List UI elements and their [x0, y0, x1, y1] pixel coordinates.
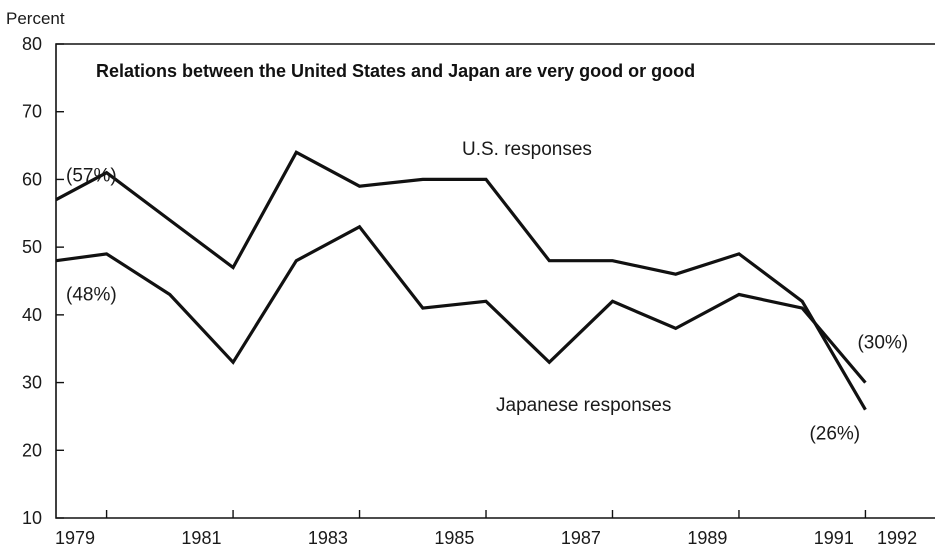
y-tick-label: 50	[22, 237, 42, 257]
series-line-us	[55, 150, 867, 411]
y-tick-label: 70	[22, 102, 42, 122]
value-annotation: (48%)	[66, 285, 117, 306]
chart-title: Relations between the United States and …	[96, 61, 695, 81]
axes	[55, 43, 935, 519]
series-label-us: U.S. responses	[462, 139, 592, 160]
x-tick-label: 1987	[561, 528, 601, 548]
y-axis-unit-label: Percent	[6, 9, 65, 28]
y-axis-ticks: 10 20 30 40 50 60 70 80	[22, 34, 64, 528]
value-annotation: (26%)	[809, 424, 860, 445]
x-tick-label: 1979	[55, 528, 95, 548]
x-tick-label: 1985	[434, 528, 474, 548]
y-tick-label: 10	[22, 508, 42, 528]
series-line-japanese	[55, 224, 867, 384]
y-tick-label: 40	[22, 305, 42, 325]
x-axis-ticks: 1979 1981 1983 1985 1987 1989 1991 1992	[55, 510, 917, 548]
value-annotation: (57%)	[66, 166, 117, 187]
x-tick-label: 1983	[308, 528, 348, 548]
plot-frame	[55, 43, 935, 519]
y-tick-label: 60	[22, 169, 42, 189]
y-tick-label: 30	[22, 373, 42, 393]
series-label-japanese: Japanese responses	[496, 395, 671, 416]
x-tick-label: 1992	[877, 528, 917, 548]
y-tick-label: 20	[22, 440, 42, 460]
value-annotation: (30%)	[857, 333, 908, 354]
series-lines	[55, 150, 867, 411]
x-tick-label: 1991	[814, 528, 854, 548]
x-tick-label: 1989	[687, 528, 727, 548]
x-tick-label: 1981	[181, 528, 221, 548]
annotations: (57%) (48%) (30%) (26%)	[66, 166, 908, 445]
y-tick-label: 80	[22, 34, 42, 54]
